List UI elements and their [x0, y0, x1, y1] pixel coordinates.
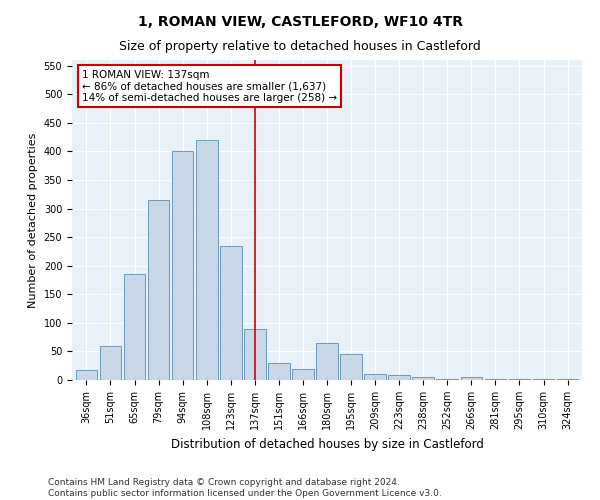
Bar [388, 376, 410, 380]
Bar [412, 376, 434, 380]
Bar [76, 370, 97, 380]
Bar [509, 379, 530, 380]
Bar [316, 343, 338, 380]
Bar [220, 246, 242, 380]
Bar [148, 200, 169, 380]
Bar [244, 328, 266, 380]
Bar [268, 363, 290, 380]
Bar [124, 274, 145, 380]
Bar [533, 379, 554, 380]
Text: 1 ROMAN VIEW: 137sqm
← 86% of detached houses are smaller (1,637)
14% of semi-de: 1 ROMAN VIEW: 137sqm ← 86% of detached h… [82, 70, 337, 103]
Text: Contains HM Land Registry data © Crown copyright and database right 2024.
Contai: Contains HM Land Registry data © Crown c… [48, 478, 442, 498]
Bar [292, 368, 314, 380]
Text: 1, ROMAN VIEW, CASTLEFORD, WF10 4TR: 1, ROMAN VIEW, CASTLEFORD, WF10 4TR [137, 15, 463, 29]
Bar [485, 379, 506, 380]
Text: Size of property relative to detached houses in Castleford: Size of property relative to detached ho… [119, 40, 481, 53]
Bar [364, 374, 386, 380]
Bar [100, 346, 121, 380]
Bar [172, 152, 193, 380]
Bar [557, 379, 578, 380]
Bar [196, 140, 218, 380]
Bar [461, 377, 482, 380]
Bar [340, 354, 362, 380]
Y-axis label: Number of detached properties: Number of detached properties [28, 132, 38, 308]
X-axis label: Distribution of detached houses by size in Castleford: Distribution of detached houses by size … [170, 438, 484, 450]
Bar [436, 379, 458, 380]
